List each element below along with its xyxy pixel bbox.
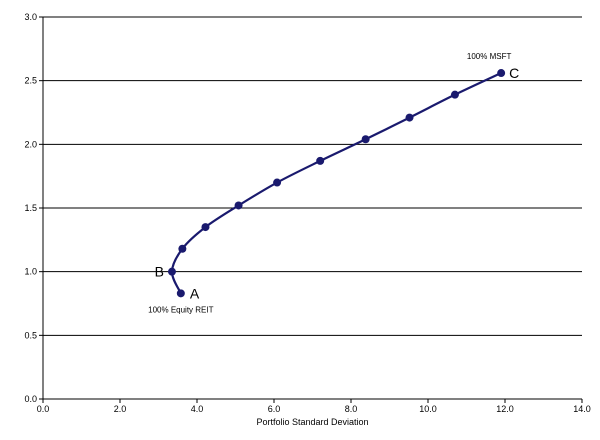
point-note-a: 100% Equity REIT	[148, 305, 213, 314]
data-point	[450, 90, 459, 99]
x-tick-label: 8.0	[345, 404, 358, 414]
data-point	[273, 178, 282, 187]
y-tick-label: 3.0	[24, 12, 37, 22]
tick-labels: 0.0 0.5 1.0 1.5 2.0 2.5 3.0 0.0 2.0 4.0 6.0 8.0 10.0…	[24, 12, 590, 414]
x-tick-label: 4.0	[191, 404, 204, 414]
point-label-c: C	[509, 65, 519, 81]
data-point	[405, 113, 414, 122]
data-point	[361, 135, 370, 144]
point-label-a: A	[190, 285, 200, 301]
data-point	[497, 69, 506, 78]
horizontal-gridlines	[43, 16, 582, 336]
point-annotations: A 100% Equity REIT B C 100% MSFT	[148, 52, 519, 314]
x-tick-label: 14.0	[573, 404, 591, 414]
x-tick-label: 0.0	[37, 404, 50, 414]
point-note-c: 100% MSFT	[467, 52, 512, 61]
y-tick-label: 2.0	[24, 139, 37, 149]
data-point	[316, 156, 325, 165]
point-label-b: B	[155, 264, 164, 280]
x-tick-label: 6.0	[268, 404, 281, 414]
series-line	[170, 72, 502, 294]
y-tick-label: 2.5	[24, 76, 37, 86]
x-tick-label: 2.0	[114, 404, 127, 414]
data-point	[201, 223, 210, 232]
y-tick-label: 1.0	[24, 267, 37, 277]
data-point	[167, 267, 176, 276]
x-axis-title: Portfolio Standard Deviation	[256, 417, 368, 427]
data-point	[178, 244, 187, 253]
chart-axes	[39, 16, 583, 403]
x-tick-label: 10.0	[419, 404, 437, 414]
x-tick-label: 12.0	[496, 404, 514, 414]
y-tick-label: 0.5	[24, 330, 37, 340]
y-tick-label: 1.5	[24, 203, 37, 213]
data-point	[234, 201, 243, 210]
frontier-series	[167, 69, 506, 298]
data-point	[176, 289, 185, 298]
y-tick-label: 0.0	[24, 394, 37, 404]
